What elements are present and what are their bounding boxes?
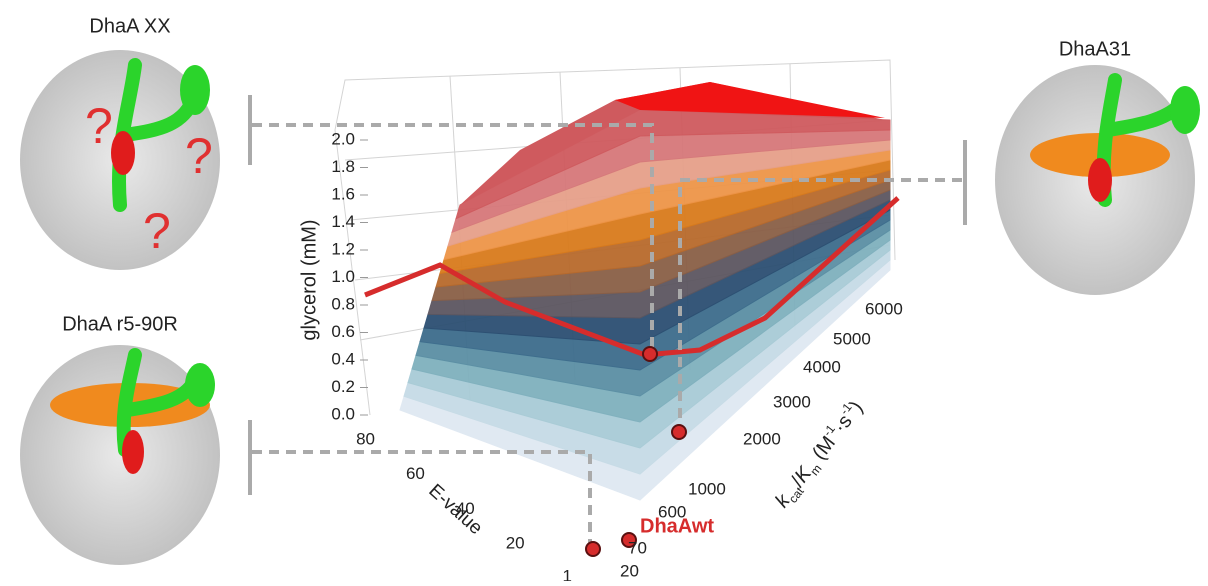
question-mark: ?: [185, 128, 213, 184]
z-tick-label: 0.0: [331, 404, 355, 423]
y-tick-label: 3000: [773, 392, 811, 411]
x-tick-label: 80: [356, 429, 375, 448]
y-tick-label: 2000: [743, 429, 781, 448]
label-xx: DhaA XX: [89, 15, 170, 37]
figure: DhaA XX DhaA r5-90R DhaA31 ? ? ? DhaAwt …: [0, 0, 1208, 581]
y-axis-label-part: (M: [805, 432, 840, 468]
x-tick-label: 40: [456, 499, 475, 518]
label-31: DhaA31: [1059, 38, 1131, 60]
protein-r5-90r: [20, 345, 220, 565]
y-axis-label: kcat/Km (M-1·s-1): [769, 395, 870, 513]
z-axis-label: glycerol (mM): [298, 219, 320, 340]
y-tick-label: 4000: [803, 357, 841, 376]
y-tick-label: 20: [620, 561, 639, 580]
z-tick-label: 0.6: [331, 322, 355, 341]
z-tick-label: 2.0: [331, 129, 355, 148]
y-tick-label: 6000: [865, 299, 903, 318]
y-tick-label: 600: [658, 502, 686, 521]
question-mark: ?: [85, 98, 113, 154]
x-tick-label: 20: [506, 534, 525, 553]
y-tick-label: 70: [628, 538, 647, 557]
x-tick-label: 1: [563, 566, 572, 581]
label-r5-90r: DhaA r5-90R: [62, 313, 178, 335]
protein-31: [995, 65, 1200, 295]
z-tick-label: 0.2: [331, 377, 355, 396]
question-mark: ?: [143, 203, 171, 259]
y-tick-label: 1000: [688, 479, 726, 498]
z-tick-label: 1.8: [331, 157, 355, 176]
z-tick-label: 0.4: [331, 349, 355, 368]
z-tick-label: 0.8: [331, 294, 355, 313]
z-tick-label: 1.2: [331, 239, 355, 258]
surface: [400, 82, 890, 500]
z-tick-label: 1.4: [331, 212, 355, 231]
x-tick-label: 60: [406, 464, 425, 483]
z-tick-label: 1.6: [331, 184, 355, 203]
y-tick-label: 5000: [833, 329, 871, 348]
z-tick-label: 1.0: [331, 267, 355, 286]
